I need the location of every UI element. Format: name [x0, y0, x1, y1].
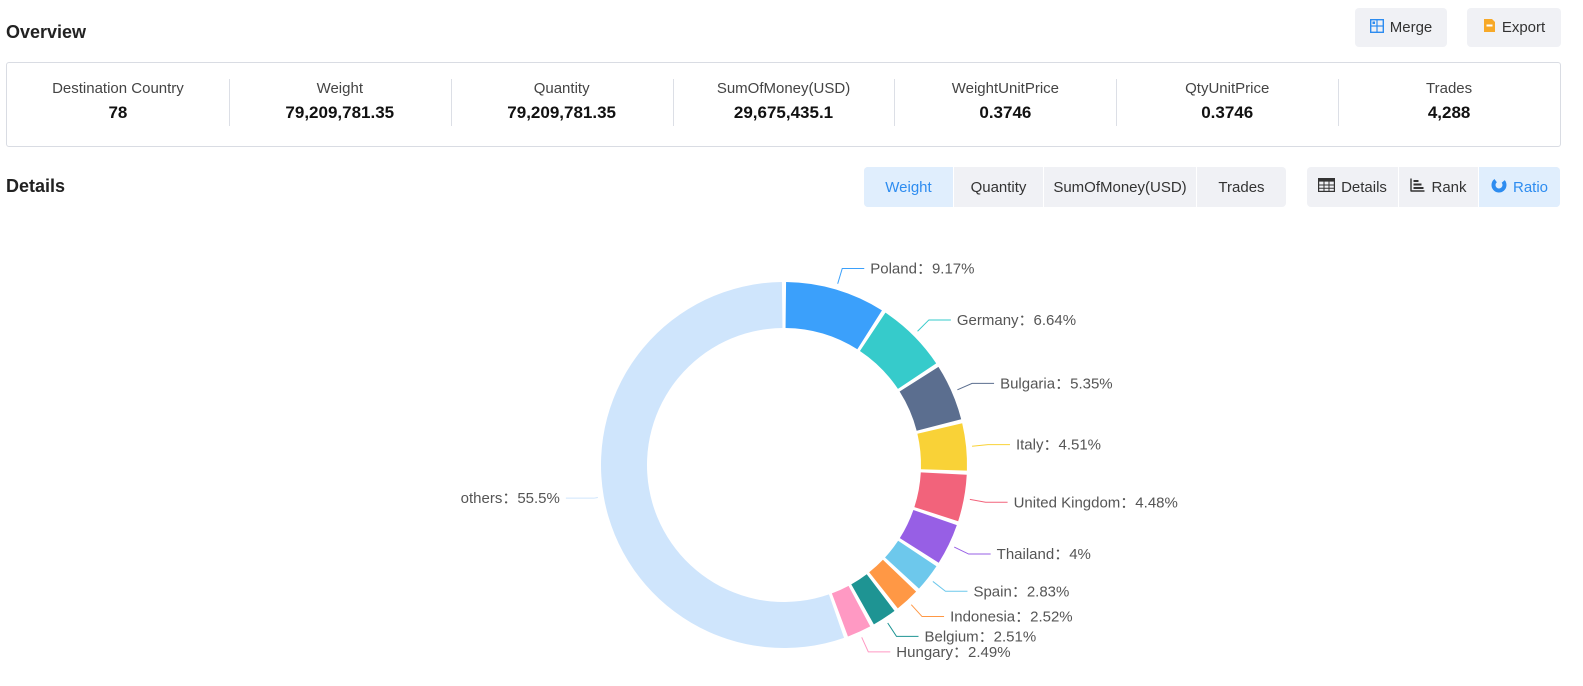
stat-trades: Trades 4,288: [1338, 63, 1560, 146]
stat-label: WeightUnitPrice: [951, 80, 1059, 97]
label-leader-line: [932, 581, 968, 592]
pie-slice-spain[interactable]: [885, 540, 937, 589]
bar-rank-icon: [1410, 178, 1425, 196]
pie-slice-others[interactable]: [600, 282, 845, 648]
table-icon: [1318, 178, 1336, 196]
data-label: United Kingdom：4.48%: [1014, 494, 1178, 511]
data-label: Italy：4.51%: [1016, 437, 1101, 454]
label-leader-line: [972, 444, 1010, 447]
data-label: Bulgaria：5.35%: [1000, 375, 1113, 392]
data-label: Belgium：2.51%: [924, 628, 1036, 645]
data-label: Poland：9.17%: [870, 260, 974, 277]
stat-quantity: Quantity 79,209,781.35: [450, 63, 673, 146]
tab-quantity[interactable]: Quantity: [954, 167, 1044, 207]
merge-label: Merge: [1389, 19, 1433, 36]
stat-label: Quantity: [533, 80, 590, 97]
tab-trades[interactable]: Trades: [1218, 178, 1265, 196]
stat-value: 29,675,435.1: [733, 103, 834, 122]
stat-label: Destination Country: [52, 80, 184, 97]
details-title: Details: [6, 176, 66, 196]
label-leader-line: [887, 622, 919, 637]
label-leader-line: [565, 497, 598, 499]
metric-tabs: Weight Quantity SumOfMoney(USD) Trades: [864, 167, 1286, 207]
data-label: Germany：6.64%: [957, 312, 1076, 329]
label-leader-line: [917, 319, 951, 332]
pie-slice-united-kingdom[interactable]: [914, 472, 967, 522]
pie-slice-poland[interactable]: [785, 282, 882, 350]
tab-weight[interactable]: Weight: [864, 167, 954, 207]
view-tab-ratio[interactable]: Ratio: [1479, 167, 1560, 207]
pie-slice-indonesia[interactable]: [869, 559, 917, 609]
stat-label: SumOfMoney(USD): [716, 80, 851, 97]
label-leader-line: [861, 637, 891, 653]
view-tab-rank[interactable]: Rank: [1399, 167, 1479, 207]
pie-slice-belgium[interactable]: [851, 574, 895, 625]
data-label: Thailand：4%: [997, 546, 1091, 563]
data-label: others：55.5%: [461, 490, 560, 507]
pie-slice-bulgaria[interactable]: [899, 366, 962, 431]
data-label: Spain：2.83%: [973, 583, 1069, 600]
label-leader-line: [954, 546, 991, 555]
label-leader-line: [837, 267, 865, 284]
stat-value: 79,209,781.35: [507, 103, 616, 122]
stat-weight: Weight 79,209,781.35: [228, 63, 451, 146]
view-tabs: Details Rank Ratio: [1307, 167, 1560, 207]
pie-slice-italy[interactable]: [917, 423, 967, 471]
ratio-donut-chart: Poland：9.17% Germany：6.64% Bulgaria：5.35% I…: [461, 260, 1178, 661]
stat-value: 79,209,781.35: [285, 103, 395, 122]
label-leader-line: [910, 604, 945, 618]
overview-title: Overview: [6, 22, 87, 42]
view-tab-details[interactable]: Details: [1307, 167, 1399, 207]
data-label: Hungary：2.49%: [896, 644, 1010, 661]
stat-value: 0.3746: [1201, 103, 1254, 122]
stat-value: 4,288: [1427, 103, 1471, 122]
donut-icon: [1491, 177, 1507, 197]
export-label: Export: [1501, 19, 1546, 36]
merge-icon: [1369, 18, 1384, 37]
data-label: Indonesia：2.52%: [950, 609, 1073, 626]
pie-slice-germany[interactable]: [859, 312, 937, 389]
view-tab-label: Rank: [1431, 178, 1467, 196]
view-tab-label: Details: [1341, 178, 1387, 196]
tab-sum-of-money[interactable]: SumOfMoney(USD): [1044, 167, 1197, 207]
stat-destination-country: Destination Country 78: [7, 63, 229, 146]
pie-slice-hungary[interactable]: [831, 585, 871, 637]
pie-slice-thailand[interactable]: [899, 510, 957, 563]
view-tab-label: Ratio: [1512, 178, 1549, 196]
export-button[interactable]: Export: [1467, 8, 1561, 47]
label-leader-line: [957, 382, 995, 391]
stat-weight-unit-price: WeightUnitPrice 0.3746: [894, 63, 1116, 146]
merge-button[interactable]: Merge: [1355, 8, 1447, 47]
stat-label: QtyUnitPrice: [1185, 80, 1270, 97]
export-icon: [1483, 18, 1496, 37]
stat-qty-unit-price: QtyUnitPrice 0.3746: [1116, 63, 1338, 146]
stat-sum-of-money: SumOfMoney(USD) 29,675,435.1: [672, 63, 895, 146]
overview-stats: Destination Country 78 Weight 79,209,781…: [6, 62, 1561, 147]
stat-label: Weight: [316, 80, 363, 97]
stat-value: 0.3746: [979, 103, 1032, 122]
stat-value: 78: [108, 103, 128, 122]
stat-label: Trades: [1426, 80, 1473, 97]
label-leader-line: [969, 498, 1008, 503]
